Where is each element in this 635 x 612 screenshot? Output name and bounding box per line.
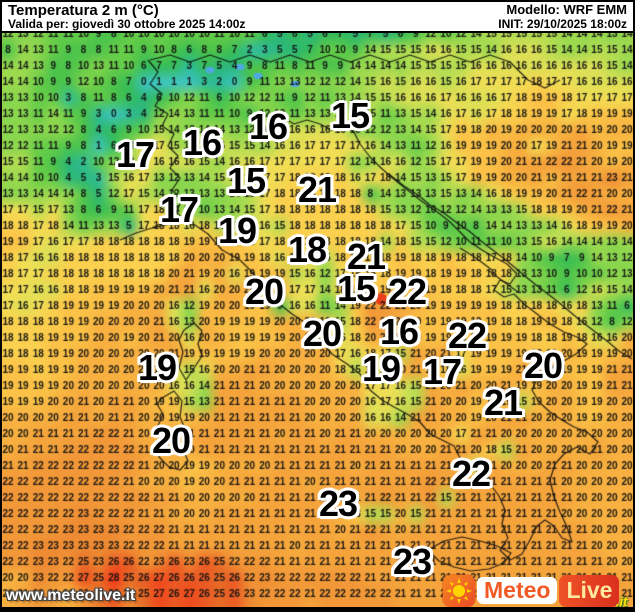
- city-temp-label: 17: [159, 189, 199, 230]
- city-temp-label: 18: [287, 229, 327, 270]
- city-temp-label: 21: [297, 169, 337, 210]
- city-temp-label: 21: [483, 382, 523, 423]
- city-temp-label: 15: [336, 268, 376, 309]
- city-temp-label: 17: [115, 134, 155, 175]
- city-temp-label: 16: [248, 106, 288, 147]
- city-temp-label: 15: [330, 95, 370, 136]
- city-temp-label: 16: [182, 122, 222, 163]
- init-time-label: INIT: 29/10/2025 18:00z: [498, 17, 627, 31]
- city-temp-label: 17: [422, 351, 462, 392]
- city-temp-label: 23: [392, 541, 432, 582]
- city-temp-label: 20: [302, 313, 342, 354]
- city-temp-label: 19: [217, 210, 257, 251]
- city-temp-label: 19: [361, 348, 401, 389]
- grid-numbers-canvas: [2, 33, 633, 610]
- city-temp-label: 22: [451, 453, 491, 494]
- city-temp-label: 15: [226, 160, 266, 201]
- city-temp-label: 19: [137, 347, 177, 388]
- model-name-label: Modello: WRF EMM: [506, 2, 627, 17]
- city-temp-label: 21: [346, 236, 386, 277]
- bottom-border-bar: [2, 607, 633, 610]
- model-info: Modello: WRF EMM INIT: 29/10/2025 18:00z: [498, 2, 627, 31]
- logo-it-suffix: .it: [615, 594, 628, 609]
- city-temp-label: 22: [387, 271, 427, 312]
- city-temp-label: 23: [318, 483, 358, 524]
- sun-icon: [443, 574, 475, 607]
- map-header: Temperatura 2 m (°C) Valida per: giovedì…: [2, 2, 633, 33]
- valid-time-label: Valida per: giovedì 30 ottobre 2025 14:0…: [8, 17, 246, 31]
- logo-live-text: Live: [559, 574, 620, 607]
- city-temp-label: 22: [447, 315, 487, 356]
- city-temp-label: 20: [523, 345, 563, 386]
- temperature-map: www.meteolive.it: [2, 33, 633, 610]
- meteolive-logo[interactable]: Meteo Live .it: [443, 574, 627, 609]
- city-temp-label: 20: [151, 420, 191, 461]
- logo-meteo-text: Meteo: [477, 577, 558, 604]
- page-title: Temperatura 2 m (°C): [8, 2, 159, 19]
- city-temp-label: 20: [244, 271, 284, 312]
- city-temp-label: 16: [379, 311, 419, 352]
- watermark-link[interactable]: www.meteolive.it: [6, 587, 136, 604]
